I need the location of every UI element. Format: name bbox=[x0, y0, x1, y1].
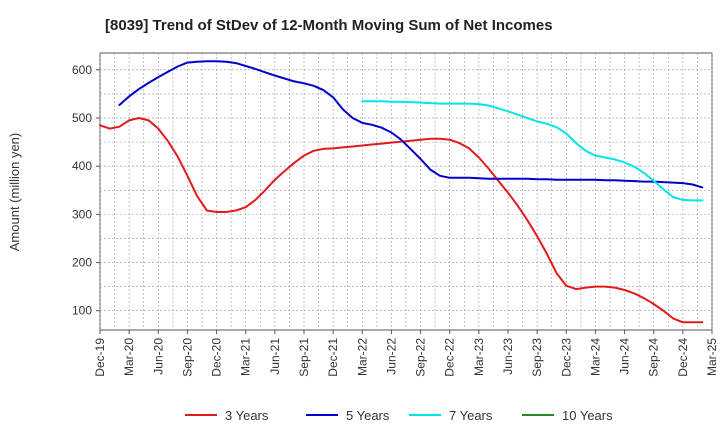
y-tick-label: 100 bbox=[72, 304, 92, 318]
x-tick-label: Dec-24 bbox=[676, 338, 690, 377]
x-tick-label: Dec-20 bbox=[210, 338, 224, 377]
x-tick-label: Dec-21 bbox=[326, 338, 340, 377]
x-tick-label: Mar-23 bbox=[472, 338, 486, 376]
series-line-7-years bbox=[361, 100, 704, 202]
x-tick-label: Sep-22 bbox=[414, 338, 428, 377]
y-tick-label: 400 bbox=[72, 159, 92, 173]
x-tick-label: Sep-23 bbox=[530, 338, 544, 377]
x-axis: Dec-19 Mar-20 Jun-20 Sep-20 Dec-20 Mar-21 Jun-… bbox=[93, 330, 719, 377]
y-tick-label: 600 bbox=[72, 63, 92, 77]
legend-label: 7 Years bbox=[449, 408, 493, 423]
y-tick-label: 500 bbox=[72, 111, 92, 125]
y-tick-label: 300 bbox=[72, 207, 92, 221]
plot-area bbox=[99, 52, 713, 331]
y-axis: 100 200 300 400 500 600 bbox=[72, 63, 100, 318]
y-tick-label: 200 bbox=[72, 256, 92, 270]
chart-title: [8039] Trend of StDev of 12-Month Moving… bbox=[105, 17, 553, 34]
x-tick-label: Mar-20 bbox=[122, 338, 136, 376]
x-tick-label: Dec-22 bbox=[443, 338, 457, 377]
x-tick-label: Jun-20 bbox=[151, 338, 165, 375]
x-tick-label: Jun-23 bbox=[501, 338, 515, 375]
x-tick-label: Sep-24 bbox=[647, 338, 661, 377]
x-tick-label: Jun-22 bbox=[384, 338, 398, 375]
legend-label: 3 Years bbox=[225, 408, 269, 423]
x-tick-label: Mar-24 bbox=[588, 338, 602, 376]
y-axis-label: Amount (million yen) bbox=[7, 133, 22, 252]
x-tick-label: Mar-25 bbox=[705, 338, 719, 376]
x-tick-label: Dec-23 bbox=[559, 338, 573, 377]
x-tick-label: Sep-21 bbox=[297, 338, 311, 377]
series-line-5-years bbox=[118, 60, 704, 189]
gridlines bbox=[99, 53, 713, 330]
x-tick-label: Mar-22 bbox=[355, 338, 369, 376]
x-tick-label: Jun-24 bbox=[618, 338, 632, 375]
legend-label: 10 Years bbox=[562, 408, 613, 423]
series-lines bbox=[99, 60, 704, 324]
x-tick-label: Dec-19 bbox=[93, 338, 107, 377]
x-tick-label: Sep-20 bbox=[180, 338, 194, 377]
legend-label: 5 Years bbox=[346, 408, 390, 423]
legend: 3 Years 5 Years 7 Years 10 Years bbox=[185, 408, 613, 423]
x-tick-label: Jun-21 bbox=[268, 338, 282, 375]
series-line-3-years bbox=[99, 117, 704, 324]
x-tick-label: Mar-21 bbox=[239, 338, 253, 376]
